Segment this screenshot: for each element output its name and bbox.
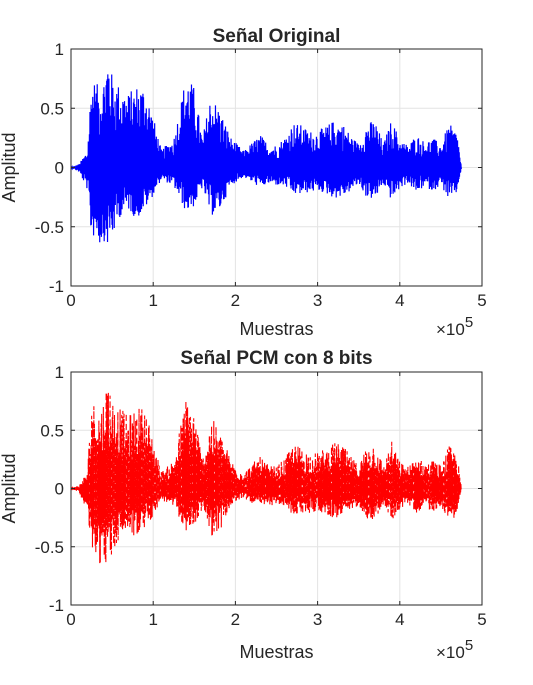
chart-pcm: 0 1 2 3 4 5 -1 -0.5 0 0.5 1 Señal PCM con 8 bits M… xyxy=(0,348,487,662)
x-multiplier-base-original: ×10 xyxy=(436,320,465,339)
x-axis-label-original: Muestras xyxy=(239,319,313,339)
x-tick-label-4: 4 xyxy=(395,291,404,310)
x-axis-label-pcm: Muestras xyxy=(239,642,313,662)
x-tick-label-2: 2 xyxy=(231,610,240,629)
x-multiplier-exp-original: 5 xyxy=(465,314,473,331)
x-tick-label-1: 1 xyxy=(148,291,157,310)
signal-line-original xyxy=(70,74,463,243)
x-tick-label-0: 0 xyxy=(66,291,75,310)
x-tick-label-5: 5 xyxy=(477,291,486,310)
x-tick-label-5: 5 xyxy=(477,610,486,629)
y-axis-label-pcm: Amplitud xyxy=(0,453,19,523)
signal-path-pcm xyxy=(70,392,462,564)
y-tick-label-1: -0.5 xyxy=(35,538,64,557)
y-tick-label-4: 1 xyxy=(55,363,64,382)
signal-path-original xyxy=(70,74,463,243)
y-tick-label-0: -1 xyxy=(49,277,64,296)
signal-line-pcm xyxy=(70,392,462,564)
x-tick-label-1: 1 xyxy=(148,610,157,629)
y-axis-label-original: Amplitud xyxy=(0,132,19,202)
chart-original: 0 1 2 3 4 5 -1 -0.5 0 0.5 1 Señal Original Muestra… xyxy=(0,26,487,339)
chart-title-pcm: Señal PCM con 8 bits xyxy=(180,348,372,369)
y-tick-label-3: 0.5 xyxy=(40,421,64,440)
x-tick-label-3: 3 xyxy=(313,291,322,310)
x-multiplier-base-pcm: ×10 xyxy=(436,643,465,662)
x-multiplier-pcm: ×105 xyxy=(436,637,473,662)
y-tick-label-2: 0 xyxy=(55,480,64,499)
chart-title-original: Señal Original xyxy=(213,26,341,47)
y-tick-label-1: -0.5 xyxy=(35,218,64,237)
x-tick-label-3: 3 xyxy=(313,610,322,629)
x-tick-label-0: 0 xyxy=(66,610,75,629)
x-multiplier-original: ×105 xyxy=(436,314,473,339)
x-tick-label-2: 2 xyxy=(231,291,240,310)
ticks-original: 0 1 2 3 4 5 -1 -0.5 0 0.5 1 xyxy=(35,40,487,310)
y-tick-label-3: 0.5 xyxy=(40,99,64,118)
y-tick-label-2: 0 xyxy=(55,159,64,178)
y-tick-label-4: 1 xyxy=(55,40,64,59)
x-multiplier-exp-pcm: 5 xyxy=(465,637,473,654)
y-tick-label-0: -1 xyxy=(49,596,64,615)
ticks-pcm: 0 1 2 3 4 5 -1 -0.5 0 0.5 1 xyxy=(35,363,487,629)
x-tick-label-4: 4 xyxy=(395,610,404,629)
